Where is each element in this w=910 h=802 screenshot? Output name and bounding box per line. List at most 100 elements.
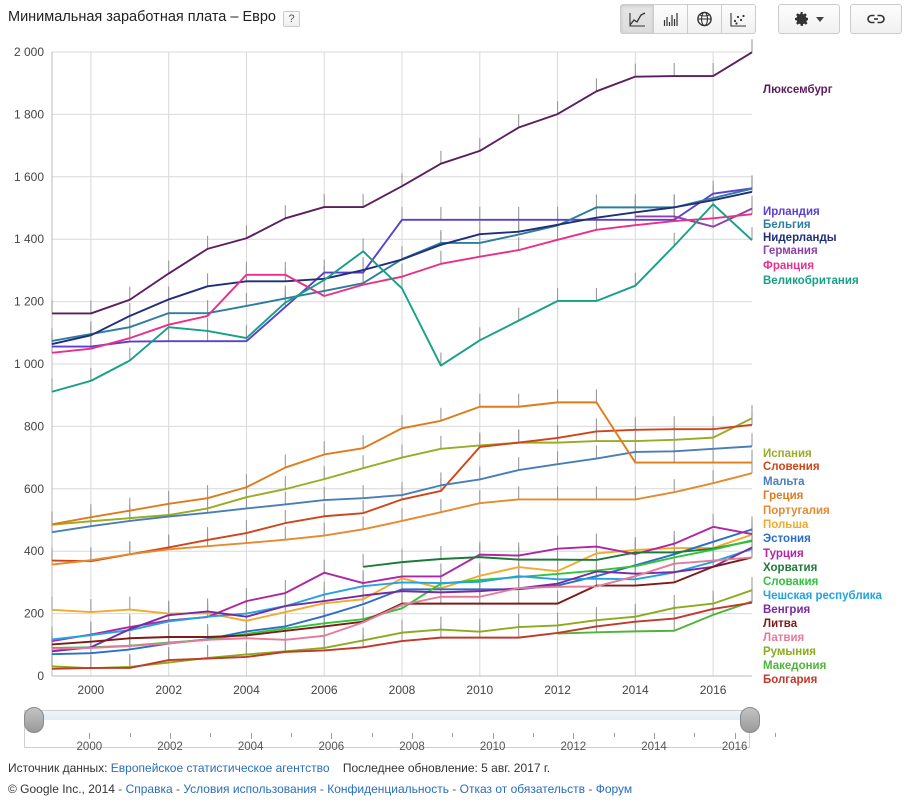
series-line[interactable]	[51, 556, 753, 646]
link-icon	[867, 14, 885, 24]
series-line[interactable]	[52, 51, 753, 315]
series-line[interactable]	[635, 207, 753, 228]
share-link-button[interactable]	[850, 4, 902, 34]
x-tick-label: 2006	[311, 683, 338, 697]
x-tick-label: 2012	[544, 683, 571, 697]
y-tick-label: 1 000	[14, 357, 44, 371]
legend-item[interactable]: Мальта	[763, 476, 805, 488]
series-line[interactable]	[51, 203, 753, 393]
legend-item[interactable]: Португалия	[763, 505, 830, 517]
series-line[interactable]	[557, 600, 753, 635]
view-type-button-group	[620, 4, 756, 34]
legend-item[interactable]: Греция	[763, 490, 803, 502]
series-line[interactable]	[51, 472, 753, 566]
legend-item[interactable]: Испания	[763, 448, 812, 460]
slider-tick	[89, 733, 91, 739]
chart-area[interactable]: 0 200 400 600 800 1 000 1 200 1 400 1 600 1 800 2 …	[0, 38, 910, 698]
series-line[interactable]	[51, 401, 752, 526]
x-axis-labels: 2000 2002 2004 2006 2008 2010 2012 2014 2016	[78, 683, 727, 697]
slider-tick	[492, 733, 494, 739]
slider-tick-minor	[371, 733, 373, 737]
legend-item[interactable]: Люксембург	[763, 84, 833, 96]
legend-item[interactable]: Турция	[763, 548, 804, 560]
series-line[interactable]	[362, 539, 753, 568]
slider-tick	[170, 733, 171, 739]
bar-chart-button[interactable]	[654, 4, 688, 34]
slider-year-label: 2016	[721, 741, 748, 753]
legend-item[interactable]: Словакия	[763, 576, 818, 588]
slider-year-label: 2002	[157, 741, 183, 753]
legend-item[interactable]: Германия	[763, 245, 818, 257]
slider-handle-right[interactable]	[740, 707, 760, 733]
series-line[interactable]	[51, 548, 753, 641]
legend-item[interactable]: Литва	[763, 618, 798, 630]
y-tick-label: 1 600	[14, 170, 44, 184]
settings-button[interactable]	[778, 4, 840, 34]
slider-tick-minor	[694, 733, 696, 737]
legend-item[interactable]: Эстония	[763, 533, 811, 545]
line-chart-icon	[628, 11, 645, 27]
slider-selected-range	[25, 711, 749, 720]
x-tick-label: 2002	[155, 683, 182, 697]
legend-item[interactable]: Словения	[763, 461, 820, 473]
slider-tick	[573, 733, 575, 739]
slider-year-label: 2004	[237, 741, 264, 753]
footer-link-help[interactable]: Справка	[125, 782, 173, 796]
legend-item[interactable]: Болгария	[763, 674, 817, 686]
slider-tick	[331, 733, 333, 739]
y-tick-label: 1 400	[14, 232, 44, 246]
chart-legend[interactable]: Люксембург ИрландияБельгияНидерландыГерма…	[763, 84, 882, 686]
line-chart-svg[interactable]: 0 200 400 600 800 1 000 1 200 1 400 1 600 1 800 2 …	[0, 38, 910, 698]
footer-link-disclaimer[interactable]: Отказ от обязательств	[459, 782, 586, 796]
chevron-down-icon	[816, 16, 824, 22]
series-line[interactable]	[52, 187, 753, 348]
legend-item[interactable]: Нидерланды	[763, 232, 837, 244]
y-tick-label: 2 000	[14, 45, 44, 59]
legend-item[interactable]: Бельгия	[763, 219, 811, 231]
footer-link-forum[interactable]: Форум	[595, 782, 633, 796]
slider-year-label: 2000	[76, 741, 103, 753]
series-line[interactable]	[51, 445, 753, 534]
globe-icon	[697, 11, 712, 27]
series-line[interactable]	[51, 423, 753, 563]
legend-item[interactable]: Великобритания	[763, 275, 859, 287]
series-line[interactable]	[51, 589, 753, 670]
time-range-slider[interactable]: 2000 2002 2004 2006 2008 2010 2012 2014 2016	[0, 700, 910, 756]
legend-item[interactable]: Франция	[763, 260, 814, 272]
map-view-button[interactable]	[688, 4, 722, 34]
scatter-plot-icon	[730, 12, 746, 27]
series-line[interactable]	[51, 533, 753, 622]
series-line[interactable]	[51, 601, 753, 670]
legend-item[interactable]: Хорватия	[763, 562, 817, 574]
series-lines[interactable]	[51, 51, 753, 670]
legend-item[interactable]: Венгрия	[763, 604, 810, 616]
legend-item[interactable]: Латвия	[763, 632, 804, 644]
legend-item[interactable]: Чешская республика	[763, 590, 882, 602]
source-label: Источник данных:	[8, 761, 108, 775]
legend-item[interactable]: Македония	[763, 660, 826, 672]
slider-tick-minor	[775, 733, 776, 737]
series-line[interactable]	[51, 546, 753, 653]
scatter-chart-button[interactable]	[722, 4, 756, 34]
line-chart-button[interactable]	[620, 4, 654, 34]
page-title: Минимальная заработная плата – Евро	[8, 9, 276, 25]
source-link[interactable]: Европейское статистическое агентство	[110, 761, 330, 775]
legend-item[interactable]: Ирландия	[763, 206, 820, 218]
x-tick-label: 2004	[233, 683, 260, 697]
footer-link-terms[interactable]: Условия использования	[183, 782, 317, 796]
slider-handle-left[interactable]	[24, 707, 44, 733]
slider-year-label: 2006	[318, 741, 345, 753]
legend-item[interactable]: Польша	[763, 519, 809, 531]
slider-tick-minor	[129, 733, 131, 737]
slider-tick	[412, 733, 413, 739]
help-button[interactable]: ?	[283, 11, 300, 27]
footer-link-privacy[interactable]: Конфиденциальность	[327, 782, 449, 796]
series-line[interactable]	[51, 190, 753, 345]
legend-item[interactable]: Румыния	[763, 646, 816, 658]
y-tick-label: 400	[24, 544, 44, 558]
series-line[interactable]	[51, 417, 753, 526]
series-line[interactable]	[51, 213, 753, 354]
slider-tick	[654, 733, 655, 739]
x-tick-label: 2016	[700, 683, 727, 697]
series-line[interactable]	[51, 556, 753, 650]
